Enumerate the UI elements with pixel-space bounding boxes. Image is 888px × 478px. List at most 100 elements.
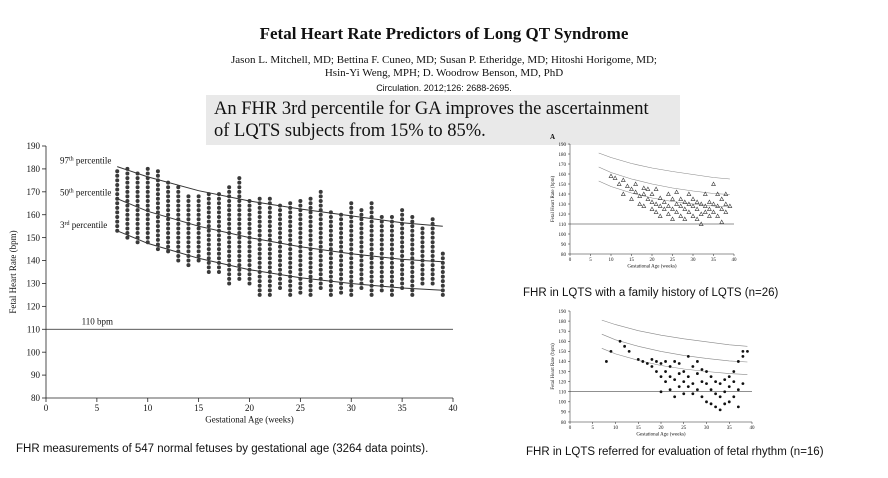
data-point xyxy=(696,388,699,392)
data-point xyxy=(618,339,622,343)
data-point xyxy=(247,244,252,249)
data-point xyxy=(359,226,364,231)
data-point xyxy=(145,226,150,231)
data-point xyxy=(125,217,130,222)
percentile-label: 50th percentile xyxy=(60,188,111,198)
data-point xyxy=(155,173,160,178)
data-point xyxy=(288,242,293,247)
data-point xyxy=(645,186,651,191)
panel-b-chart: 80 90 100 110 120 130 140 150 160 170 180 190 0 5 10 15… xyxy=(551,310,755,438)
data-point xyxy=(715,213,721,218)
data-point xyxy=(227,267,232,272)
data-point xyxy=(379,233,384,238)
data-point xyxy=(645,196,651,201)
data-point xyxy=(702,209,708,214)
data-point xyxy=(216,260,221,265)
data-point xyxy=(673,395,677,399)
x-tick-label: 0 xyxy=(44,403,49,413)
paper-title: Fetal Heart Rate Predictors of Long QT S… xyxy=(259,24,629,43)
data-point xyxy=(420,240,425,245)
data-point xyxy=(682,380,686,384)
data-point xyxy=(206,205,211,210)
data-point xyxy=(155,182,160,187)
data-point xyxy=(166,180,171,185)
data-point xyxy=(166,231,171,236)
data-point xyxy=(430,231,435,236)
data-point xyxy=(389,233,394,238)
data-point xyxy=(237,244,242,249)
data-point xyxy=(166,198,171,203)
data-point xyxy=(400,217,405,222)
data-point xyxy=(624,183,630,188)
x-tick-label: 20 xyxy=(659,426,665,431)
data-point xyxy=(166,185,171,190)
data-point xyxy=(115,169,120,174)
data-point xyxy=(206,251,211,256)
data-point xyxy=(176,253,181,258)
data-point xyxy=(196,240,201,245)
data-point xyxy=(125,185,130,190)
key-finding-line-1: An FHR 3rd percentile for GA improves th… xyxy=(214,99,649,119)
data-point xyxy=(308,205,313,210)
data-point xyxy=(308,224,313,229)
data-point xyxy=(237,249,242,254)
y-tick-label: 130 xyxy=(559,203,567,208)
data-point xyxy=(677,362,681,365)
data-point xyxy=(227,198,232,203)
data-point xyxy=(125,189,130,194)
data-point xyxy=(115,224,120,229)
data-point xyxy=(227,221,232,226)
data-point xyxy=(328,242,333,247)
y-tick-label: 140 xyxy=(559,193,567,198)
data-point xyxy=(278,235,283,240)
percentile-curve xyxy=(601,319,748,347)
data-point xyxy=(369,251,374,256)
data-point xyxy=(206,242,211,247)
data-point xyxy=(369,279,374,284)
data-point xyxy=(186,221,191,226)
data-point xyxy=(278,217,283,222)
data-point xyxy=(339,249,344,254)
data-point xyxy=(298,249,303,254)
data-point xyxy=(196,217,201,222)
x-tick-label: 35 xyxy=(711,258,717,263)
data-point xyxy=(247,272,252,277)
data-point xyxy=(369,242,374,247)
citation: Circulation. 2012;126: 2688-2695. xyxy=(376,83,512,93)
data-point xyxy=(339,217,344,222)
data-point xyxy=(237,276,242,281)
data-point xyxy=(176,226,181,231)
data-point xyxy=(328,260,333,265)
data-point xyxy=(430,276,435,281)
data-point xyxy=(389,274,394,279)
data-point xyxy=(176,194,181,199)
data-point xyxy=(369,274,374,279)
data-point xyxy=(379,270,384,274)
data-point xyxy=(369,224,374,229)
data-point xyxy=(328,224,333,229)
data-point xyxy=(410,288,415,293)
y-tick-label: 130 xyxy=(27,279,41,289)
data-point xyxy=(349,247,354,252)
data-point xyxy=(227,253,232,258)
data-point xyxy=(237,212,242,217)
x-tick-label: 5 xyxy=(95,403,100,413)
data-point xyxy=(410,256,415,261)
data-point xyxy=(216,242,221,247)
data-point xyxy=(718,395,722,399)
data-point xyxy=(267,260,272,265)
data-point xyxy=(145,221,150,226)
data-point xyxy=(328,279,333,284)
data-point xyxy=(216,215,221,220)
main-fhr-chart: 80 90 100 110 120 130 140 150 160 170 180 190 0 5 10 15… xyxy=(8,141,458,425)
data-point xyxy=(308,237,313,242)
data-point xyxy=(649,191,655,196)
data-point xyxy=(247,263,252,268)
data-point xyxy=(664,360,667,363)
data-point xyxy=(359,244,364,249)
data-point xyxy=(389,265,394,270)
data-point xyxy=(430,249,435,254)
percentile-curve xyxy=(598,180,730,208)
data-point xyxy=(155,215,160,220)
data-point xyxy=(410,242,415,247)
